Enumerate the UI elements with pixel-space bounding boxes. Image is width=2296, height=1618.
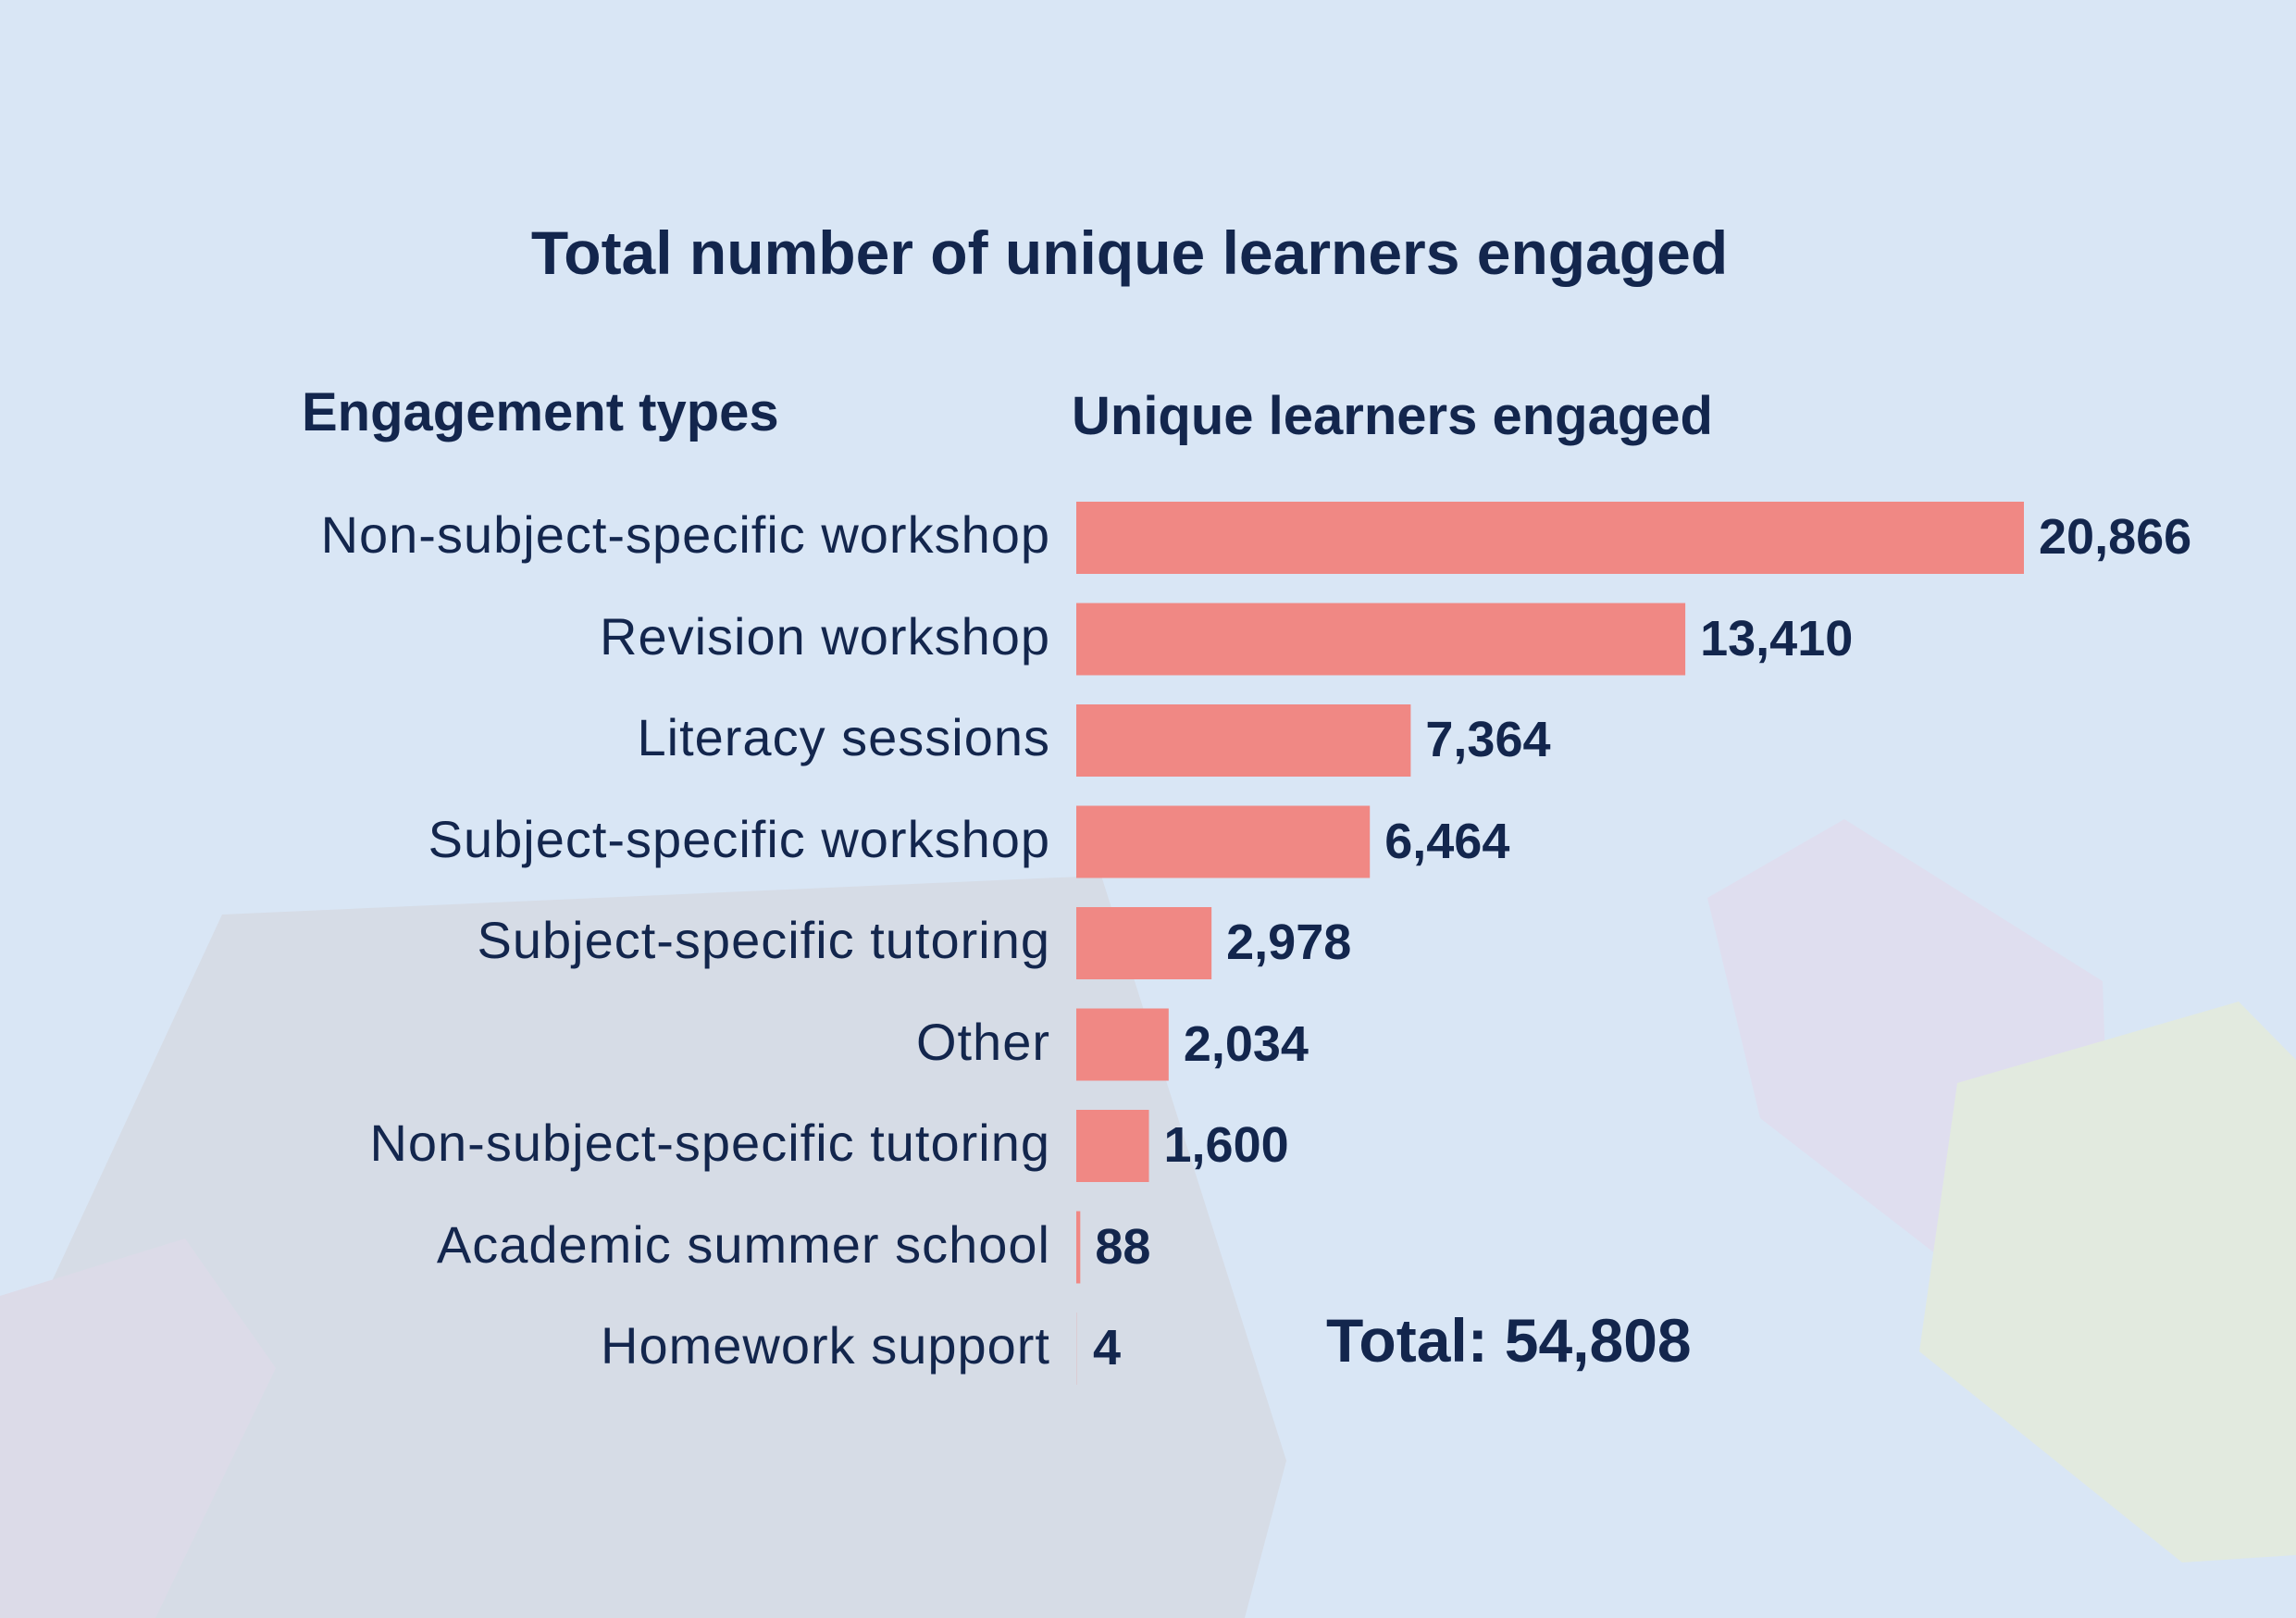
value-label-3: 6,464 (1384, 813, 1510, 869)
decor-shape-grey (0, 876, 1286, 1618)
category-label-1: Revision workshop (600, 606, 1050, 666)
total-value: 54,808 (1504, 1306, 1692, 1375)
value-column-header: Unique learners engaged (1072, 386, 1713, 446)
value-label-8: 4 (1093, 1320, 1122, 1375)
bar-5 (1076, 1008, 1169, 1081)
category-label-3: Subject-specific workshop (428, 809, 1050, 868)
decor-shape-pink-left (0, 1238, 276, 1618)
category-label-2: Literacy sessions (637, 708, 1050, 766)
category-label-7: Academic summer school (436, 1214, 1050, 1274)
category-label-5: Other (915, 1012, 1050, 1071)
value-label-7: 88 (1095, 1218, 1151, 1275)
category-label-4: Subject-specific tutoring (477, 911, 1050, 969)
chart-title: Total number of unique learners engaged (530, 218, 1729, 287)
total-label: Total: 54,808 (1326, 1305, 1708, 1375)
category-label-8: Homework support (601, 1316, 1050, 1375)
value-label-1: 13,410 (1700, 610, 1854, 666)
category-label-6: Non-subject-specific tutoring (369, 1114, 1050, 1172)
decor-shape-green-right (1919, 1002, 2296, 1562)
total-label-text: Total: (1326, 1306, 1488, 1375)
category-label-0: Non-subject-specific workshop (320, 505, 1050, 564)
category-column-header: Engagement types (302, 382, 779, 442)
value-label-6: 1,600 (1163, 1117, 1289, 1173)
bar-3 (1076, 805, 1371, 878)
bar-2 (1076, 704, 1411, 777)
bar-1 (1076, 603, 1686, 676)
value-label-2: 7,364 (1425, 712, 1551, 767)
bar-7 (1076, 1211, 1081, 1284)
value-label-5: 2,034 (1183, 1015, 1309, 1072)
value-label-4: 2,978 (1226, 915, 1352, 970)
value-label-0: 20,866 (2039, 509, 2192, 565)
bar-6 (1076, 1110, 1149, 1182)
bar-0 (1076, 502, 2024, 574)
bar-4 (1076, 907, 1212, 979)
